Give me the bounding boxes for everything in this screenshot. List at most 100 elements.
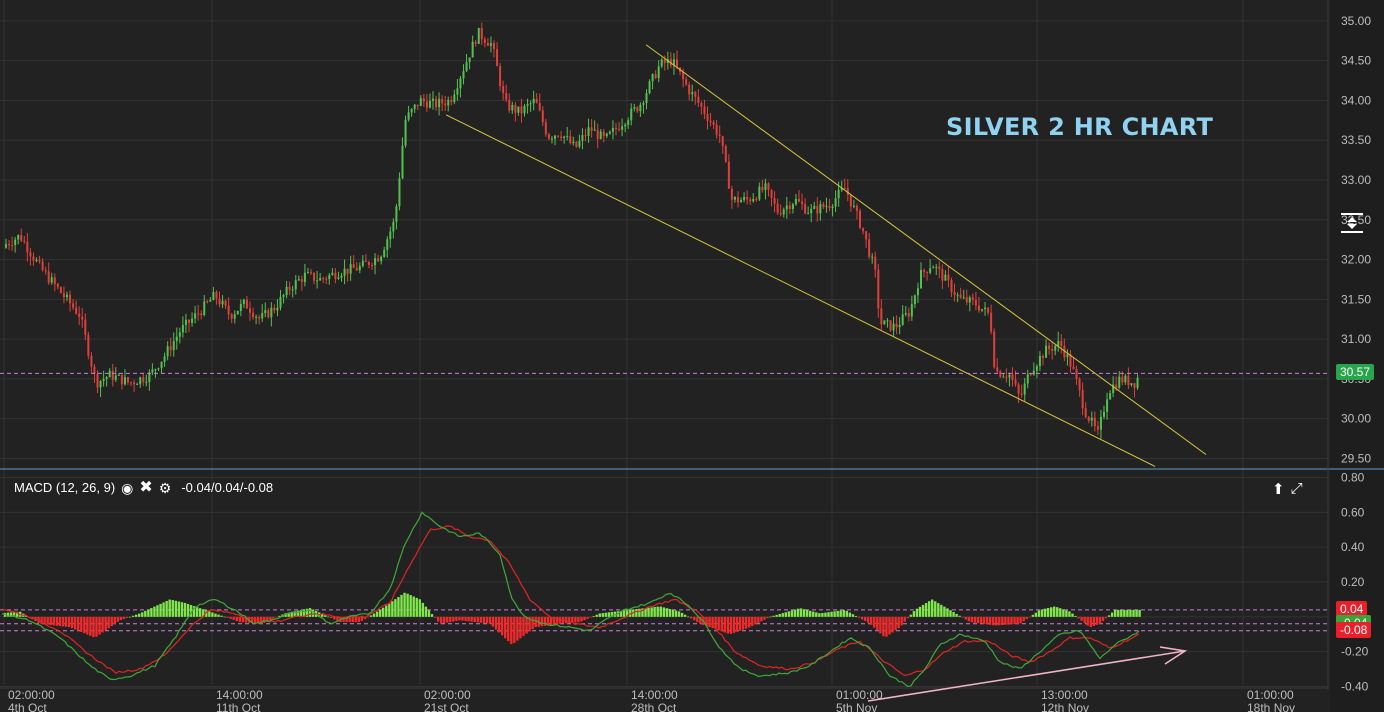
- histogram-bar: [638, 608, 641, 617]
- histogram-bar: [476, 616, 479, 623]
- candle-body: [1002, 376, 1005, 378]
- candle-body: [438, 98, 441, 108]
- histogram-bar: [522, 616, 525, 636]
- candle-body: [188, 319, 190, 323]
- histogram-bar: [278, 615, 281, 617]
- histogram-bar: [613, 611, 617, 617]
- candle-body: [233, 314, 236, 319]
- candle-body: [1066, 354, 1069, 358]
- candle-body: [218, 298, 221, 305]
- candle-body: [230, 314, 233, 319]
- histogram-bar: [683, 614, 687, 617]
- candle-body: [669, 59, 672, 66]
- histogram-bar: [241, 616, 245, 623]
- candle-body: [791, 204, 794, 210]
- histogram-bar: [430, 614, 434, 617]
- candle-body: [913, 295, 916, 305]
- histogram-bar: [943, 606, 946, 617]
- histogram-bar: [388, 603, 391, 617]
- histogram-bar: [1025, 616, 1028, 620]
- candle-body: [279, 296, 282, 308]
- macd-tag-histogram: -0.08: [1336, 621, 1372, 638]
- candle-body: [435, 98, 438, 108]
- candle-body: [1093, 417, 1096, 427]
- candles: [5, 22, 1139, 439]
- histogram-bar: [995, 616, 998, 626]
- histogram-bar: [1068, 611, 1071, 617]
- candle-body: [859, 210, 861, 228]
- candle-body: [663, 59, 666, 63]
- candle-body: [706, 113, 709, 121]
- candle-body: [285, 286, 288, 296]
- histogram-bar: [546, 616, 550, 626]
- histogram-bar: [973, 616, 977, 623]
- candle-body: [938, 266, 941, 270]
- candle-body: [752, 198, 755, 202]
- candle-body: [224, 300, 227, 306]
- histogram-bar: [937, 603, 940, 617]
- move-up-icon[interactable]: ⬆: [1272, 481, 1285, 498]
- histogram-bar: [260, 616, 263, 624]
- histogram-bar: [821, 613, 824, 617]
- histogram-bar: [61, 616, 65, 627]
- candle-body: [956, 294, 959, 296]
- histogram-bar: [1092, 616, 1096, 626]
- last-price-tag: 30.57: [1336, 364, 1375, 381]
- histogram-bar: [73, 616, 77, 630]
- candle-body: [523, 105, 526, 114]
- histogram-bar: [269, 616, 272, 621]
- candle-body: [746, 196, 749, 200]
- candle-body: [139, 377, 142, 385]
- histogram-bar: [574, 616, 577, 623]
- candle-body: [422, 98, 425, 102]
- histogram-bar: [934, 601, 937, 617]
- histogram-bar: [159, 603, 162, 617]
- histogram-bar: [357, 616, 360, 623]
- candle-body: [550, 138, 553, 140]
- histogram-bar: [763, 616, 766, 620]
- candle-body: [825, 206, 828, 208]
- candle-body: [206, 301, 209, 303]
- candle-body: [694, 92, 697, 97]
- macd-header: MACD (12, 26, 9) ◉ ✖ ⚙ -0.04/0.04/-0.08: [14, 478, 273, 496]
- gear-icon[interactable]: ⚙: [158, 479, 172, 496]
- candle-body: [932, 267, 935, 269]
- candle-body: [798, 198, 800, 202]
- scale-toggle-icon[interactable]: [1340, 212, 1364, 234]
- candle-body: [297, 279, 300, 281]
- candle-body: [962, 297, 965, 299]
- histogram-bar: [717, 616, 720, 631]
- histogram-bar: [626, 610, 629, 617]
- histogram-bar: [1016, 616, 1019, 624]
- expand-icon[interactable]: ⤢: [1290, 480, 1303, 497]
- close-icon[interactable]: ✖: [139, 478, 153, 496]
- candle-body: [127, 377, 129, 383]
- candle-body: [517, 106, 520, 113]
- histogram-bar: [461, 616, 464, 621]
- candle-body: [718, 134, 721, 137]
- candle-body: [563, 136, 566, 138]
- candle-body: [855, 205, 858, 211]
- histogram-bar: [900, 616, 903, 626]
- candle-body: [535, 98, 538, 104]
- eye-icon[interactable]: ◉: [121, 479, 134, 496]
- candle-body: [1118, 376, 1121, 388]
- candle-body: [916, 288, 919, 296]
- candle-body: [1106, 399, 1109, 412]
- histogram-bar: [479, 616, 482, 623]
- histogram-bar: [729, 616, 733, 634]
- histogram-bar: [589, 616, 592, 618]
- candle-body: [1075, 368, 1078, 379]
- histogram-bar: [171, 600, 174, 617]
- histogram-bar: [500, 616, 504, 636]
- candle-body: [328, 274, 331, 280]
- candle-body: [700, 103, 703, 107]
- histogram-bar: [89, 616, 92, 636]
- histogram-bar: [1013, 616, 1016, 625]
- histogram-bar: [235, 616, 238, 621]
- candle-body: [264, 310, 267, 314]
- histogram-bar: [494, 616, 498, 630]
- candle-body: [575, 141, 578, 147]
- candle-body: [215, 291, 218, 299]
